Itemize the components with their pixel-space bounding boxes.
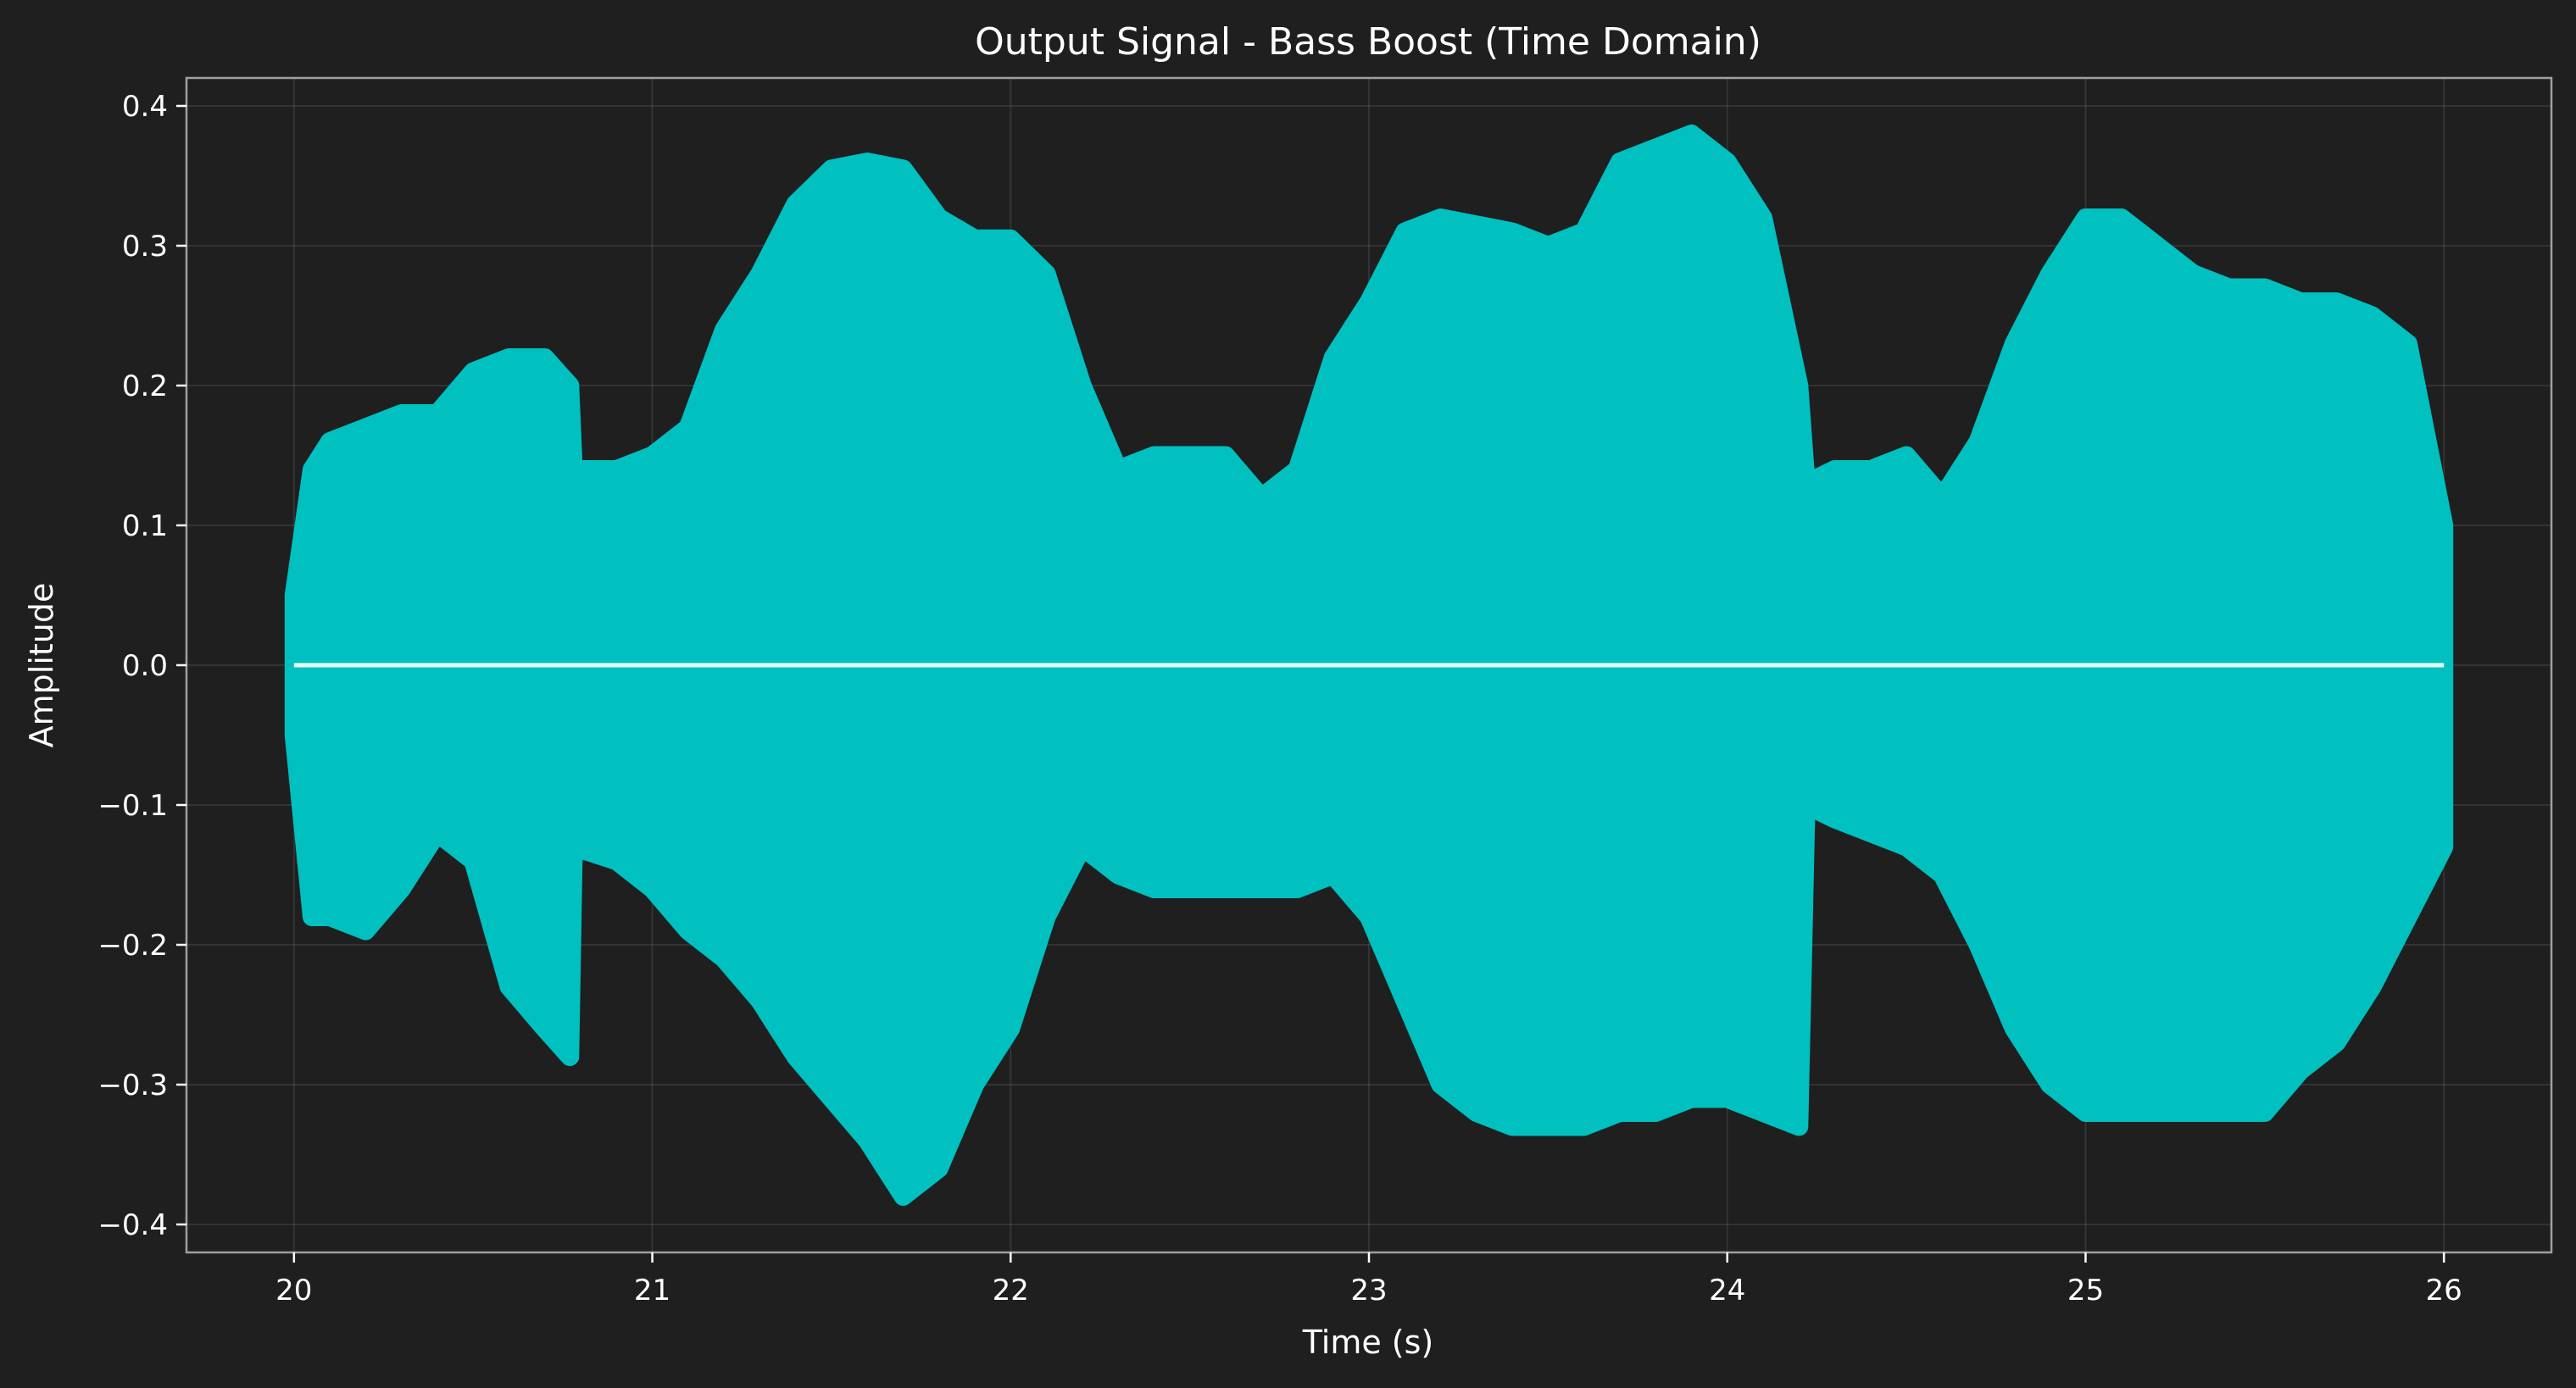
y-tick-label: 0.0 (122, 649, 168, 683)
x-tick-label: 24 (1709, 1274, 1745, 1307)
x-tick-label: 23 (1350, 1274, 1387, 1307)
y-tick-label: 0.4 (122, 90, 168, 124)
x-axis: 20 21 22 23 24 25 26 (275, 1252, 2462, 1307)
y-tick-label: 0.2 (122, 369, 168, 403)
y-axis-label: Amplitude (23, 583, 60, 748)
y-tick-label: −0.1 (97, 789, 168, 823)
y-tick-label: 0.1 (122, 509, 168, 543)
y-tick-label: −0.3 (97, 1069, 168, 1102)
y-axis: −0.4 −0.3 −0.2 −0.1 0.0 0.1 0.2 0.3 0.4 (97, 90, 186, 1242)
y-tick-label: −0.2 (97, 929, 168, 963)
x-tick-label: 20 (275, 1274, 312, 1307)
x-axis-label: Time (s) (1302, 1324, 1434, 1361)
chart-title: Output Signal - Bass Boost (Time Domain) (975, 20, 1761, 64)
x-tick-label: 21 (634, 1274, 670, 1307)
x-tick-label: 26 (2426, 1274, 2462, 1307)
x-tick-label: 22 (993, 1274, 1029, 1307)
plot-area (284, 125, 2454, 1206)
x-tick-label: 25 (2067, 1274, 2104, 1307)
y-tick-label: −0.4 (97, 1208, 168, 1242)
y-tick-label: 0.3 (122, 230, 168, 264)
